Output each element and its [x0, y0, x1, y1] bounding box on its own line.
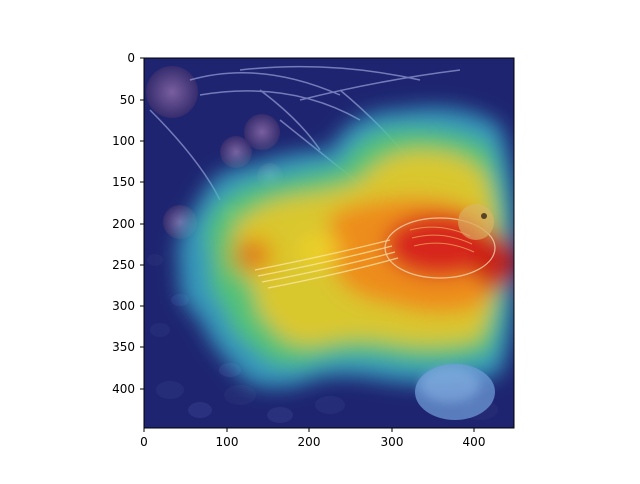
heatmap-image [144, 58, 514, 428]
y-tick-label: 300 [112, 299, 135, 313]
x-tick-label: 300 [381, 435, 404, 449]
y-tick-label: 50 [120, 93, 135, 107]
y-axis: 0 50 100 150 200 250 300 350 400 [112, 51, 144, 396]
y-tick-label: 400 [112, 382, 135, 396]
y-tick-label: 200 [112, 217, 135, 231]
x-tick-label: 400 [463, 435, 486, 449]
y-tick-label: 150 [112, 175, 135, 189]
y-tick-label: 0 [127, 51, 135, 65]
x-axis: 0 100 200 300 400 [140, 428, 485, 449]
y-tick-label: 250 [112, 258, 135, 272]
bird [254, 204, 496, 289]
y-tick-label: 100 [112, 134, 135, 148]
axes-frame [143, 57, 515, 429]
x-tick-label: 0 [140, 435, 148, 449]
x-tick-label: 200 [298, 435, 321, 449]
x-tick-label: 100 [216, 435, 239, 449]
y-tick-label: 350 [112, 340, 135, 354]
